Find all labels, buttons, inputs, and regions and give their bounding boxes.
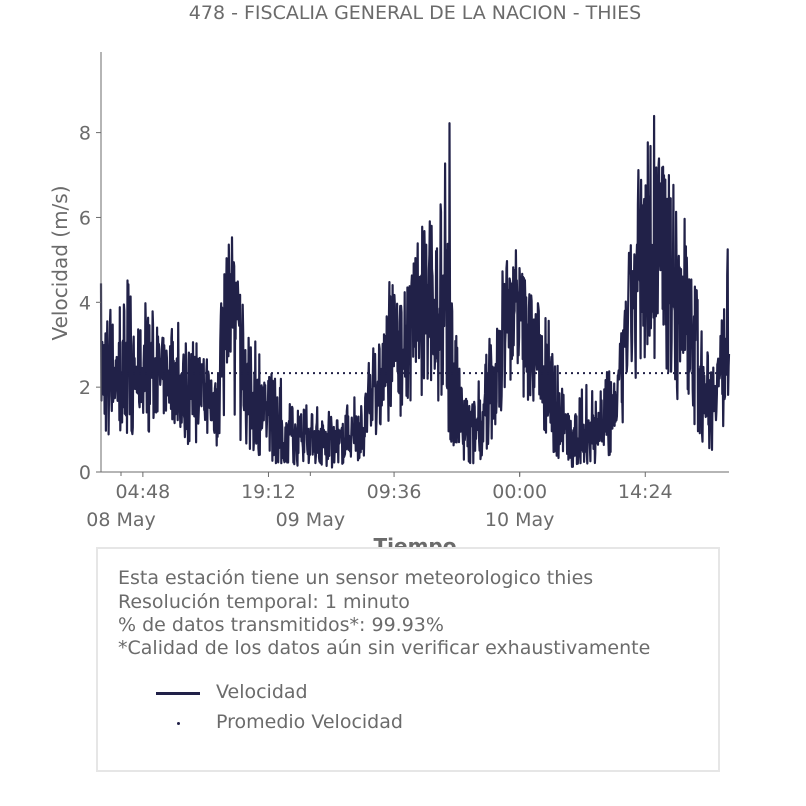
y-axis-label: Velocidad (m/s) xyxy=(48,185,72,340)
legend-line-velocidad xyxy=(156,692,200,695)
series-velocidad-line xyxy=(99,114,731,469)
y-tick-label: 6 xyxy=(79,207,91,229)
chart-title: 478 - FISCALIA GENERAL DE LA NACION - TH… xyxy=(188,2,642,24)
x-date-label: 08 May xyxy=(86,509,156,531)
y-tick-label: 8 xyxy=(79,123,91,145)
x-tick-label: 00:00 xyxy=(492,481,547,503)
x-tick-label: 14:24 xyxy=(618,481,673,503)
info-sensor-line: Esta estación tiene un sensor meteorolog… xyxy=(118,567,594,589)
x-tick-label: 19:12 xyxy=(241,481,296,503)
info-resolution-line: Resolución temporal: 1 minuto xyxy=(118,591,410,613)
info-box: Esta estación tiene un sensor meteorolog… xyxy=(96,547,720,772)
y-tick-label: 2 xyxy=(79,377,91,399)
info-transmitted-line: % de datos transmitidos*: 99.93% xyxy=(118,614,444,636)
y-tick-label: 4 xyxy=(79,292,91,314)
legend-dot-promedio xyxy=(177,722,180,725)
x-date-label: 09 May xyxy=(276,509,346,531)
legend-label-promedio: Promedio Velocidad xyxy=(216,711,403,733)
x-tick-label: 09:36 xyxy=(367,481,422,503)
x-date-label: 10 May xyxy=(485,509,555,531)
x-tick-label: 04:48 xyxy=(115,481,170,503)
chart-plot: 0 2 4 6 8 04:48 19:12 09:36 00:00 14:24 08 May 09 M… xyxy=(48,52,731,558)
legend-label-velocidad: Velocidad xyxy=(216,681,308,703)
y-tick-label: 0 xyxy=(79,462,91,484)
info-quality-line: *Calidad de los datos aún sin verificar … xyxy=(118,637,651,659)
